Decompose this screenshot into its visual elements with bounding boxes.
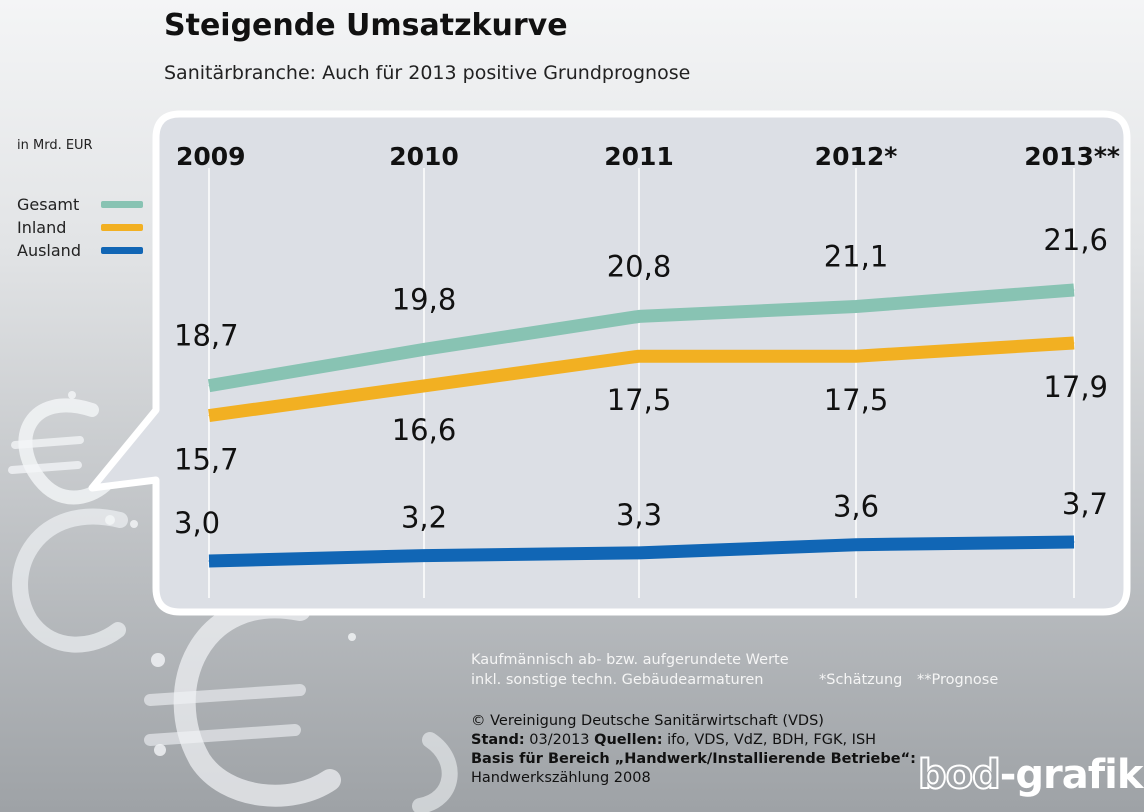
footer-basis: Basis für Bereich „Handwerk/Installieren… xyxy=(471,750,916,769)
data-point-inland xyxy=(208,415,210,417)
data-label-ausland: 3,3 xyxy=(616,498,662,532)
data-label-gesamt: 21,1 xyxy=(824,240,889,274)
chart-subtitle: Sanitärbranche: Auch für 2013 positive G… xyxy=(164,62,691,84)
data-point-ausland xyxy=(638,552,640,554)
legend: Gesamt Inland Ausland xyxy=(17,193,143,262)
legend-swatch-gesamt xyxy=(101,201,143,208)
data-point-ausland xyxy=(855,544,857,546)
legend-label-ausland: Ausland xyxy=(17,241,81,260)
data-label-gesamt: 21,6 xyxy=(1043,223,1108,257)
logo-part-bod: bod xyxy=(917,751,1002,799)
data-label-inland: 16,6 xyxy=(392,413,457,447)
bod-grafik-logo: bod-grafik xyxy=(917,751,1144,799)
notes-row: inkl. sonstige techn. Gebäudearmaturen *… xyxy=(471,670,998,690)
data-point-ausland xyxy=(423,555,425,557)
category-label: 2013** xyxy=(1024,142,1120,171)
data-point-ausland xyxy=(1073,541,1075,543)
data-point-gesamt xyxy=(423,348,425,350)
legend-swatch-inland xyxy=(101,224,143,231)
notes: Kaufmännisch ab- bzw. aufgerundete Werte… xyxy=(471,650,998,690)
footer: © Vereinigung Deutsche Sanitärwirtschaft… xyxy=(471,712,916,788)
basis-value: Handwerkszählung 2008 xyxy=(471,770,651,786)
unit-label: in Mrd. EUR xyxy=(17,138,93,153)
drops xyxy=(68,391,356,756)
footer-stand-quellen: Stand: 03/2013 Quellen: ifo, VDS, VdZ, B… xyxy=(471,731,916,750)
data-label-ausland: 3,6 xyxy=(833,490,879,524)
data-label-inland: 17,5 xyxy=(824,383,889,417)
data-label-gesamt: 20,8 xyxy=(607,249,672,283)
data-point-inland xyxy=(1073,342,1075,344)
chart-title: Steigende Umsatzkurve xyxy=(164,8,568,43)
basis-label: Basis für Bereich „Handwerk/Installieren… xyxy=(471,751,916,767)
data-point-gesamt xyxy=(855,306,857,307)
legend-swatch-ausland xyxy=(101,247,143,254)
data-label-ausland: 3,0 xyxy=(174,506,220,540)
quellen-value: ifo, VDS, VdZ, BDH, FGK, ISH xyxy=(667,732,877,748)
data-point-ausland xyxy=(208,560,210,562)
data-label-inland: 17,5 xyxy=(607,383,672,417)
category-label: 2009 xyxy=(176,142,246,171)
quellen-label: Quellen: xyxy=(594,732,663,748)
data-label-inland: 17,9 xyxy=(1043,370,1108,404)
category-label: 2010 xyxy=(389,142,459,171)
footer-copyright: © Vereinigung Deutsche Sanitärwirtschaft… xyxy=(471,713,824,729)
stand-label: Stand: xyxy=(471,732,525,748)
data-point-gesamt xyxy=(638,315,640,317)
legend-item-gesamt: Gesamt xyxy=(17,193,143,216)
data-label-ausland: 3,2 xyxy=(401,501,447,535)
data-point-gesamt xyxy=(1073,289,1075,291)
category-label: 2011 xyxy=(604,142,674,171)
legend-item-inland: Inland xyxy=(17,216,143,239)
data-label-ausland: 3,7 xyxy=(1062,487,1108,521)
category-label: 2012* xyxy=(815,142,898,171)
legend-label-gesamt: Gesamt xyxy=(17,195,80,214)
data-point-inland xyxy=(638,355,640,357)
note-rounding: Kaufmännisch ab- bzw. aufgerundete Werte xyxy=(471,652,789,668)
data-label-gesamt: 18,7 xyxy=(174,319,239,353)
data-point-inland xyxy=(423,385,425,387)
data-label-gesamt: 19,8 xyxy=(392,282,457,316)
data-point-inland xyxy=(855,355,857,357)
note-prognose: **Prognose xyxy=(917,672,999,688)
euro-water-decoration xyxy=(8,398,458,812)
note-schaetzung: *Schätzung xyxy=(819,672,903,688)
logo-part-grafik: -grafik xyxy=(999,752,1144,798)
legend-item-ausland: Ausland xyxy=(17,239,143,262)
stand-value: 03/2013 xyxy=(529,732,590,748)
data-label-inland: 15,7 xyxy=(174,443,239,477)
legend-label-inland: Inland xyxy=(17,218,67,237)
note-includes: inkl. sonstige techn. Gebäudearmaturen xyxy=(471,672,764,688)
data-point-gesamt xyxy=(208,385,210,387)
